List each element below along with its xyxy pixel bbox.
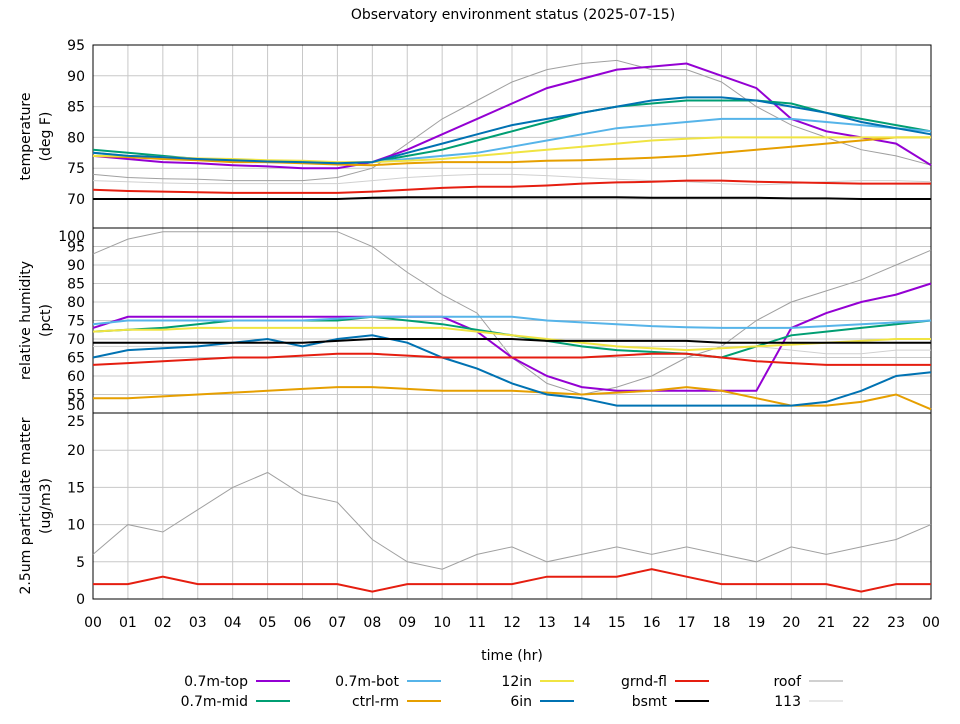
x-axis-label: time (hr) (481, 648, 543, 664)
series-line-grnd-fl (93, 568, 931, 593)
y-axis-label: 2.5um particulate matter (18, 417, 34, 594)
x-tick-label: 07 (329, 615, 347, 631)
y-axis-label: relative humidity (18, 261, 34, 380)
legend-label: 0.7m-bot (335, 674, 399, 690)
y-tick-label: 60 (67, 369, 85, 385)
y-tick-label: 15 (67, 480, 85, 496)
series-line-12in (93, 136, 931, 164)
x-tick-label: 00 (922, 615, 940, 631)
x-tick-label: 23 (887, 615, 905, 631)
legend-label: grnd-fl (621, 674, 667, 690)
series-line-roof (92, 471, 932, 570)
y-tick-label: 65 (67, 351, 85, 367)
series-line-grnd-fl (92, 352, 931, 366)
series-line-0.7m-bot (92, 315, 932, 329)
y-axis-label-unit: (pct) (38, 304, 54, 337)
y-tick-label: 80 (67, 130, 85, 146)
y-tick-label: 85 (67, 100, 85, 116)
y-tick-label: 10 (67, 518, 85, 534)
y-tick-label: 70 (67, 332, 85, 348)
series-line-roof (92, 59, 932, 182)
x-tick-label: 03 (189, 615, 207, 631)
x-tick-label: 02 (154, 615, 172, 631)
x-tick-label: 15 (608, 615, 626, 631)
legend-label: 0.7m-mid (181, 694, 248, 710)
legend-label: ctrl-rm (352, 694, 399, 710)
series-line-bsmt (93, 196, 931, 200)
y-axis-label-unit: (ug/m3) (38, 478, 54, 534)
y-tick-label: 70 (67, 192, 85, 208)
x-tick-label: 01 (119, 615, 137, 631)
x-tick-label: 10 (433, 615, 451, 631)
y-tick-label: 85 (67, 277, 85, 293)
x-tick-label: 11 (468, 615, 486, 631)
y-tick-label: 75 (67, 314, 85, 330)
series-line-113 (92, 173, 932, 186)
x-tick-label: 14 (573, 615, 591, 631)
panel-frame (92, 412, 932, 600)
x-tick-label: 16 (643, 615, 661, 631)
x-tick-label: 19 (748, 615, 766, 631)
y-tick-label: 80 (67, 295, 85, 311)
y-tick-label: 20 (67, 443, 85, 459)
series-line-ctrl-rm (92, 136, 931, 167)
x-tick-label: 21 (817, 615, 835, 631)
x-tick-label: 08 (363, 615, 381, 631)
y-tick-label: 95 (67, 38, 85, 54)
y-tick-label: 50 (67, 398, 85, 414)
x-tick-label: 20 (782, 615, 800, 631)
x-tick-label: 17 (678, 615, 696, 631)
legend-label: bsmt (632, 694, 668, 710)
y-tick-label: 25 (67, 414, 85, 430)
x-tick-label: 05 (259, 615, 277, 631)
y-tick-label: 90 (67, 258, 85, 274)
y-tick-label: 95 (67, 240, 85, 256)
legend-label: 113 (774, 694, 801, 710)
y-axis-label: temperature (18, 93, 34, 181)
x-tick-label: 12 (503, 615, 521, 631)
y-tick-label: 90 (67, 69, 85, 85)
series-line-12in (92, 326, 931, 352)
series-line-grnd-fl (92, 179, 931, 194)
series-line-113 (93, 345, 931, 355)
y-tick-label: 55 (67, 388, 85, 404)
y-tick-label: 100 (58, 229, 85, 245)
x-tick-label: 09 (398, 615, 416, 631)
x-tick-label: 00 (84, 615, 102, 631)
y-tick-label: 5 (76, 555, 85, 571)
legend-label: roof (773, 674, 802, 690)
legend-label: 6in (510, 694, 532, 710)
x-tick-label: 18 (713, 615, 731, 631)
x-tick-label: 13 (538, 615, 556, 631)
y-tick-label: 75 (67, 161, 85, 177)
series-line-bsmt (93, 338, 931, 344)
x-tick-label: 04 (224, 615, 242, 631)
x-tick-label: 06 (294, 615, 312, 631)
y-axis-label-unit: (deg F) (38, 112, 54, 162)
x-tick-label: 22 (852, 615, 870, 631)
chart-title: Observatory environment status (2025-07-… (351, 7, 675, 23)
legend-label: 0.7m-top (184, 674, 248, 690)
y-tick-label: 0 (76, 592, 85, 608)
series-line-6in (92, 96, 932, 165)
legend-label: 12in (501, 674, 532, 690)
